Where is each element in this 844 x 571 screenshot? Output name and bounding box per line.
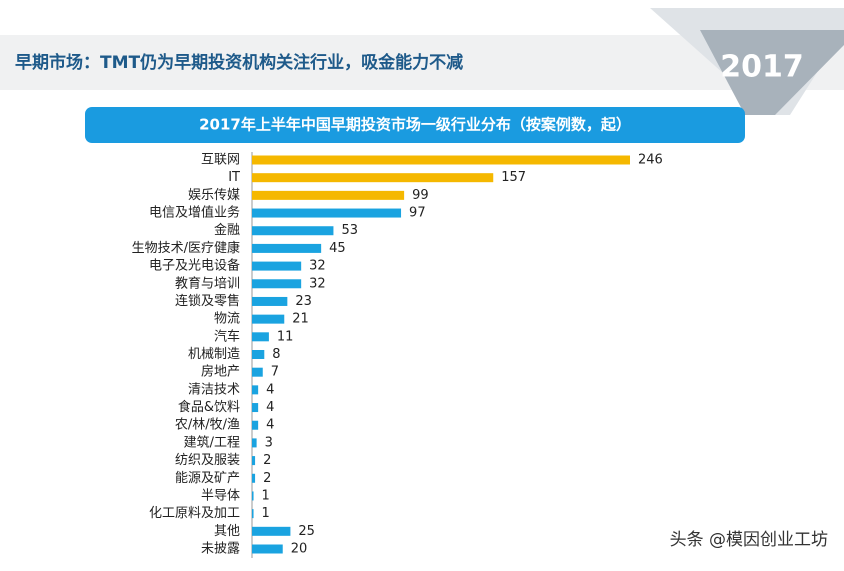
value-label: 2 bbox=[263, 471, 271, 486]
category-label: 建筑/工程 bbox=[184, 434, 240, 450]
category-label: 教育与培训 bbox=[175, 275, 240, 291]
category-label: IT bbox=[228, 170, 240, 185]
bar bbox=[252, 208, 402, 218]
category-label: 电信及增值业务 bbox=[149, 205, 240, 221]
value-label: 1 bbox=[262, 506, 270, 521]
bar bbox=[252, 296, 288, 306]
value-label: 4 bbox=[266, 418, 274, 433]
bar bbox=[252, 526, 291, 536]
value-label: 246 bbox=[638, 153, 663, 168]
bar bbox=[252, 420, 259, 430]
value-label: 8 bbox=[272, 347, 280, 362]
bar bbox=[252, 314, 285, 324]
bar bbox=[252, 332, 269, 342]
bar bbox=[252, 350, 265, 359]
category-label: 连锁及零售 bbox=[175, 293, 240, 309]
category-label: 清洁技术 bbox=[188, 382, 240, 397]
chart-title-box bbox=[85, 107, 745, 143]
bar bbox=[252, 367, 263, 377]
value-label: 32 bbox=[309, 276, 326, 291]
value-label: 23 bbox=[295, 294, 312, 309]
watermark: 头条 @模因创业工坊 bbox=[670, 530, 828, 550]
category-label: 金融 bbox=[214, 222, 240, 238]
bar bbox=[252, 403, 259, 413]
bar bbox=[252, 473, 256, 483]
value-label: 99 bbox=[412, 188, 429, 203]
value-label: 2 bbox=[263, 453, 271, 468]
value-label: 11 bbox=[277, 329, 294, 344]
bar bbox=[252, 491, 254, 501]
category-label: 娱乐传媒 bbox=[188, 188, 240, 203]
category-label: 房地产 bbox=[201, 364, 240, 380]
bar bbox=[252, 456, 256, 466]
category-label: 食品&饮料 bbox=[178, 399, 240, 415]
category-label: 纺织及服装 bbox=[175, 453, 240, 468]
header-title: 早期市场：TMT仍为早期投资机构关注行业，吸金能力不减 bbox=[15, 52, 463, 73]
category-label: 农/林/牧/渔 bbox=[175, 418, 240, 433]
bar bbox=[252, 385, 259, 395]
value-label: 21 bbox=[292, 312, 309, 327]
category-label: 生物技术/医疗健康 bbox=[132, 240, 240, 256]
category-label: 机械制造 bbox=[188, 347, 240, 362]
category-label: 能源及矿产 bbox=[175, 471, 240, 486]
bar bbox=[252, 173, 494, 183]
bar bbox=[252, 279, 302, 289]
chart-title: 2017年上半年中国早期投资市场一级行业分布（按案例数，起） bbox=[199, 116, 631, 134]
value-label: 7 bbox=[271, 365, 279, 380]
header-decoration bbox=[700, 30, 844, 115]
value-label: 32 bbox=[309, 259, 326, 274]
bar bbox=[252, 190, 405, 200]
value-label: 45 bbox=[329, 241, 346, 256]
bar bbox=[252, 544, 283, 554]
category-label: 半导体 bbox=[201, 488, 240, 503]
category-label: 未披露 bbox=[201, 542, 240, 557]
category-label: 其他 bbox=[214, 524, 240, 539]
bar bbox=[252, 509, 254, 519]
bar bbox=[252, 226, 334, 236]
value-label: 1 bbox=[262, 488, 270, 503]
value-label: 3 bbox=[265, 435, 273, 450]
bar bbox=[252, 438, 257, 448]
category-label: 互联网 bbox=[201, 153, 240, 168]
category-label: 化工原料及加工 bbox=[149, 506, 240, 521]
value-label: 53 bbox=[341, 223, 358, 238]
category-label: 物流 bbox=[214, 312, 240, 327]
value-label: 4 bbox=[266, 400, 274, 415]
value-label: 97 bbox=[409, 206, 426, 221]
value-label: 25 bbox=[298, 524, 315, 539]
value-label: 20 bbox=[291, 542, 308, 557]
category-label: 汽车 bbox=[214, 328, 240, 344]
bar bbox=[252, 261, 302, 271]
bar bbox=[252, 243, 322, 253]
bar bbox=[252, 155, 630, 165]
category-label: 电子及光电设备 bbox=[149, 258, 240, 274]
value-label: 4 bbox=[266, 382, 274, 397]
header-badge: 2017 bbox=[720, 50, 804, 85]
value-label: 157 bbox=[501, 170, 526, 185]
